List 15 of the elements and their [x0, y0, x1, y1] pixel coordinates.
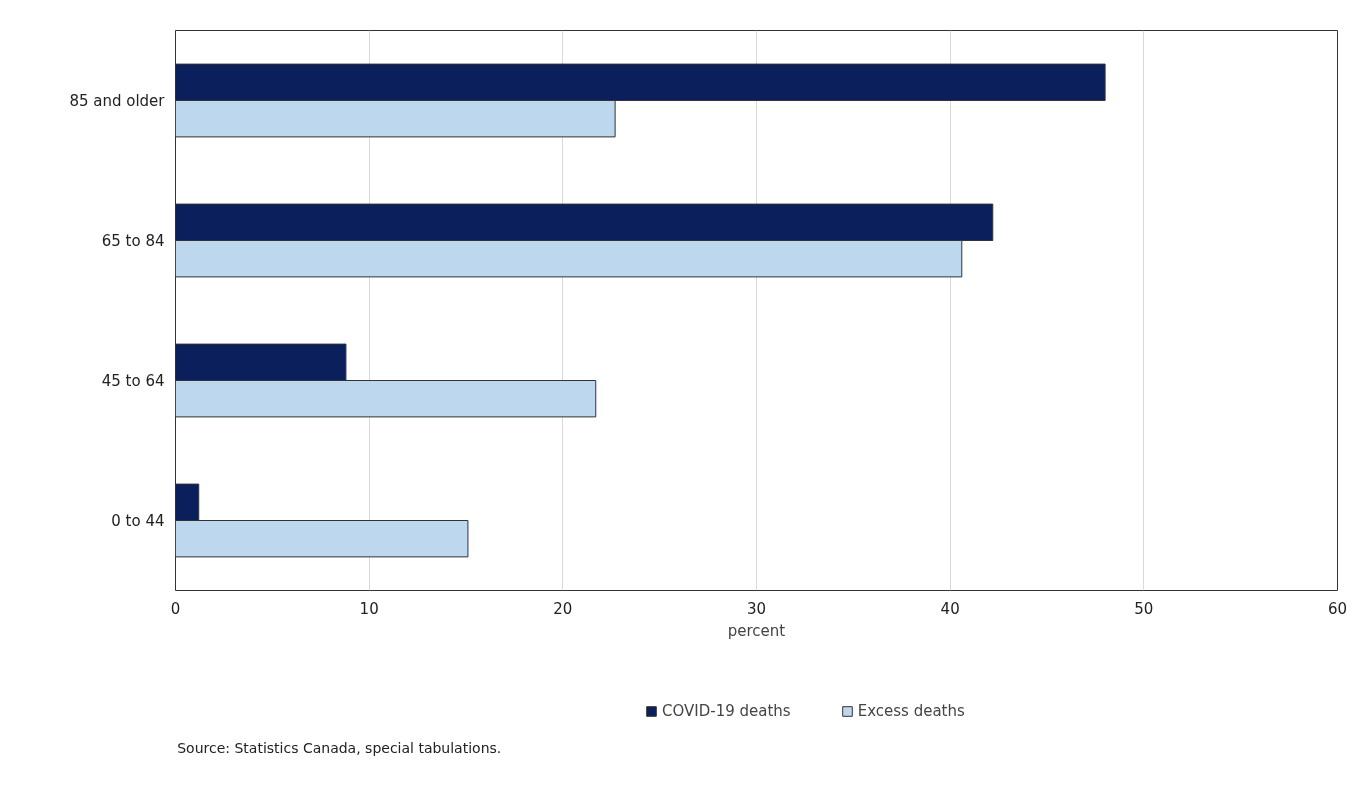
y-tick-label: 0 to 44 — [111, 511, 165, 530]
x-tick-label: 30 — [746, 599, 767, 618]
x-tick-label: 0 — [170, 599, 181, 618]
y-tick-label: 65 to 84 — [101, 231, 165, 250]
x-tick-label: 20 — [553, 599, 573, 618]
legend-label: Excess deaths — [857, 702, 965, 720]
x-tick-label: 10 — [359, 599, 379, 618]
y-tick-label: 85 and older — [69, 91, 166, 110]
x-tick-label: 60 — [1327, 599, 1348, 618]
x-axis-title: percent — [727, 621, 786, 640]
legend-label: COVID-19 deaths — [662, 702, 791, 720]
y-tick-label: 45 to 64 — [101, 371, 165, 390]
x-tick-label: 50 — [1134, 599, 1154, 618]
x-tick-label: 40 — [940, 599, 960, 618]
source-note: Source: Statistics Canada, special tabulations. — [177, 739, 502, 756]
